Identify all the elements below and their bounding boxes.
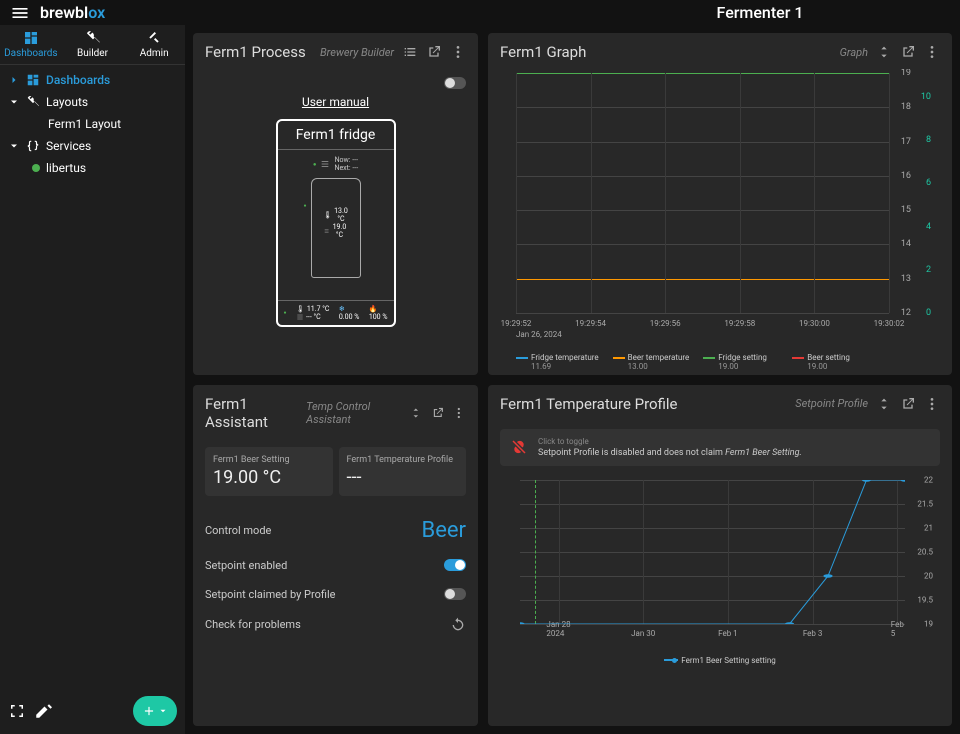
fridge-diagram: Ferm1 fridge ● Now: --- Next: ---	[276, 119, 396, 327]
open-icon[interactable]	[900, 396, 916, 412]
graph-chart[interactable]: 1918171615141312108642019:29:5219:29:541…	[496, 73, 944, 353]
sidebar-item-libertus[interactable]: libertus	[0, 157, 185, 179]
braces-icon	[26, 139, 40, 153]
open-icon[interactable]	[431, 405, 445, 421]
snowflake-icon: ❄	[339, 305, 360, 313]
sliders-icon	[320, 159, 330, 169]
widget-title: Ferm1 Graph	[500, 43, 586, 61]
process-toggle[interactable]	[444, 77, 466, 89]
chevron-down-icon	[8, 96, 20, 108]
chevron-right-icon	[8, 74, 20, 86]
widget-subtitle: Brewery Builder	[320, 46, 394, 59]
widget-profile: Ferm1 Temperature Profile Setpoint Profi…	[488, 385, 952, 727]
dashboard-icon	[23, 30, 39, 46]
widget-subtitle: Graph	[840, 46, 868, 59]
edit-icon[interactable]	[34, 702, 52, 720]
disconnect-icon	[510, 438, 528, 456]
more-icon[interactable]	[450, 44, 466, 60]
sidebar: Dashboards Builder Admin Dashboards Layo…	[0, 25, 185, 734]
widget-title: Ferm1 Temperature Profile	[500, 395, 678, 413]
sidebar-item-label: Ferm1 Layout	[48, 117, 121, 131]
plus-icon	[142, 704, 156, 718]
chevron-down-icon	[158, 706, 168, 716]
add-button[interactable]	[133, 696, 177, 726]
fridge-title: Ferm1 fridge	[278, 121, 394, 150]
list-icon[interactable]	[402, 44, 418, 60]
expand-icon[interactable]	[876, 44, 892, 60]
menu-icon[interactable]	[10, 3, 30, 23]
widget-assistant: Ferm1 Assistant Temp Control Assistant F…	[193, 385, 478, 727]
tab-admin[interactable]: Admin	[123, 25, 185, 64]
temp-profile-card[interactable]: Ferm1 Temperature Profile ---	[339, 447, 467, 496]
setpoint-enabled-toggle[interactable]	[444, 559, 466, 571]
widget-title: Ferm1 Assistant	[205, 395, 298, 431]
setpoint-claimed-toggle[interactable]	[444, 588, 466, 600]
widget-subtitle: Temp Control Assistant	[306, 400, 401, 426]
widget-title: Ferm1 Process	[205, 43, 306, 61]
profile-warning[interactable]: Click to toggle Setpoint Profile is disa…	[500, 429, 940, 466]
beer-setting-card[interactable]: Ferm1 Beer Setting 19.00 °C	[205, 447, 333, 496]
sidebar-item-label: libertus	[46, 161, 86, 175]
flame-icon: 🔥	[369, 305, 388, 313]
sidebar-item-ferm1-layout[interactable]: Ferm1 Layout	[0, 113, 185, 135]
sidebar-item-dashboards[interactable]: Dashboards	[0, 69, 185, 91]
sliders-icon	[296, 313, 304, 321]
setpoint-enabled-row: Setpoint enabled	[205, 551, 466, 580]
sidebar-item-layouts[interactable]: Layouts	[0, 91, 185, 113]
tab-dashboards[interactable]: Dashboards	[0, 25, 62, 64]
sidebar-item-label: Layouts	[46, 95, 88, 109]
status-dot-icon	[32, 164, 40, 172]
graph-legend: Fridge temperature11.69Beer temperature1…	[496, 353, 944, 375]
logo: brewblox	[40, 3, 105, 22]
sidebar-item-label: Dashboards	[46, 73, 110, 87]
check-problems-row: Check for problems	[205, 609, 466, 641]
sliders-icon	[323, 227, 329, 235]
sidebar-item-label: Services	[46, 139, 91, 153]
widget-subtitle: Setpoint Profile	[795, 397, 868, 410]
profile-legend: Ferm1 Beer Setting setting	[500, 656, 940, 665]
open-icon[interactable]	[426, 44, 442, 60]
more-icon[interactable]	[924, 44, 940, 60]
sidebar-item-services[interactable]: Services	[0, 135, 185, 157]
more-icon[interactable]	[452, 405, 466, 421]
expand-icon[interactable]	[876, 396, 892, 412]
fullscreen-icon[interactable]	[8, 702, 26, 720]
dashboard-icon	[26, 73, 40, 87]
open-icon[interactable]	[900, 44, 916, 60]
control-mode-row[interactable]: Control mode Beer	[205, 510, 466, 551]
page-title: Fermenter 1	[717, 3, 804, 22]
wrench-icon	[26, 95, 40, 109]
profile-chart[interactable]: 2221.52120.52019.519Jan 282024Jan 30Feb …	[500, 474, 940, 654]
tools-icon	[146, 30, 162, 46]
setpoint-claimed-row: Setpoint claimed by Profile	[205, 580, 466, 609]
user-manual-link[interactable]: User manual	[205, 95, 466, 109]
refresh-icon[interactable]	[450, 617, 466, 633]
tab-builder[interactable]: Builder	[62, 25, 124, 64]
widget-process: Ferm1 Process Brewery Builder User manua…	[193, 33, 478, 375]
more-icon[interactable]	[924, 396, 940, 412]
expand-icon[interactable]	[409, 405, 423, 421]
chevron-down-icon	[8, 140, 20, 152]
wrench-icon	[85, 30, 101, 46]
widget-graph: Ferm1 Graph Graph 1918171615141312108642…	[488, 33, 952, 375]
